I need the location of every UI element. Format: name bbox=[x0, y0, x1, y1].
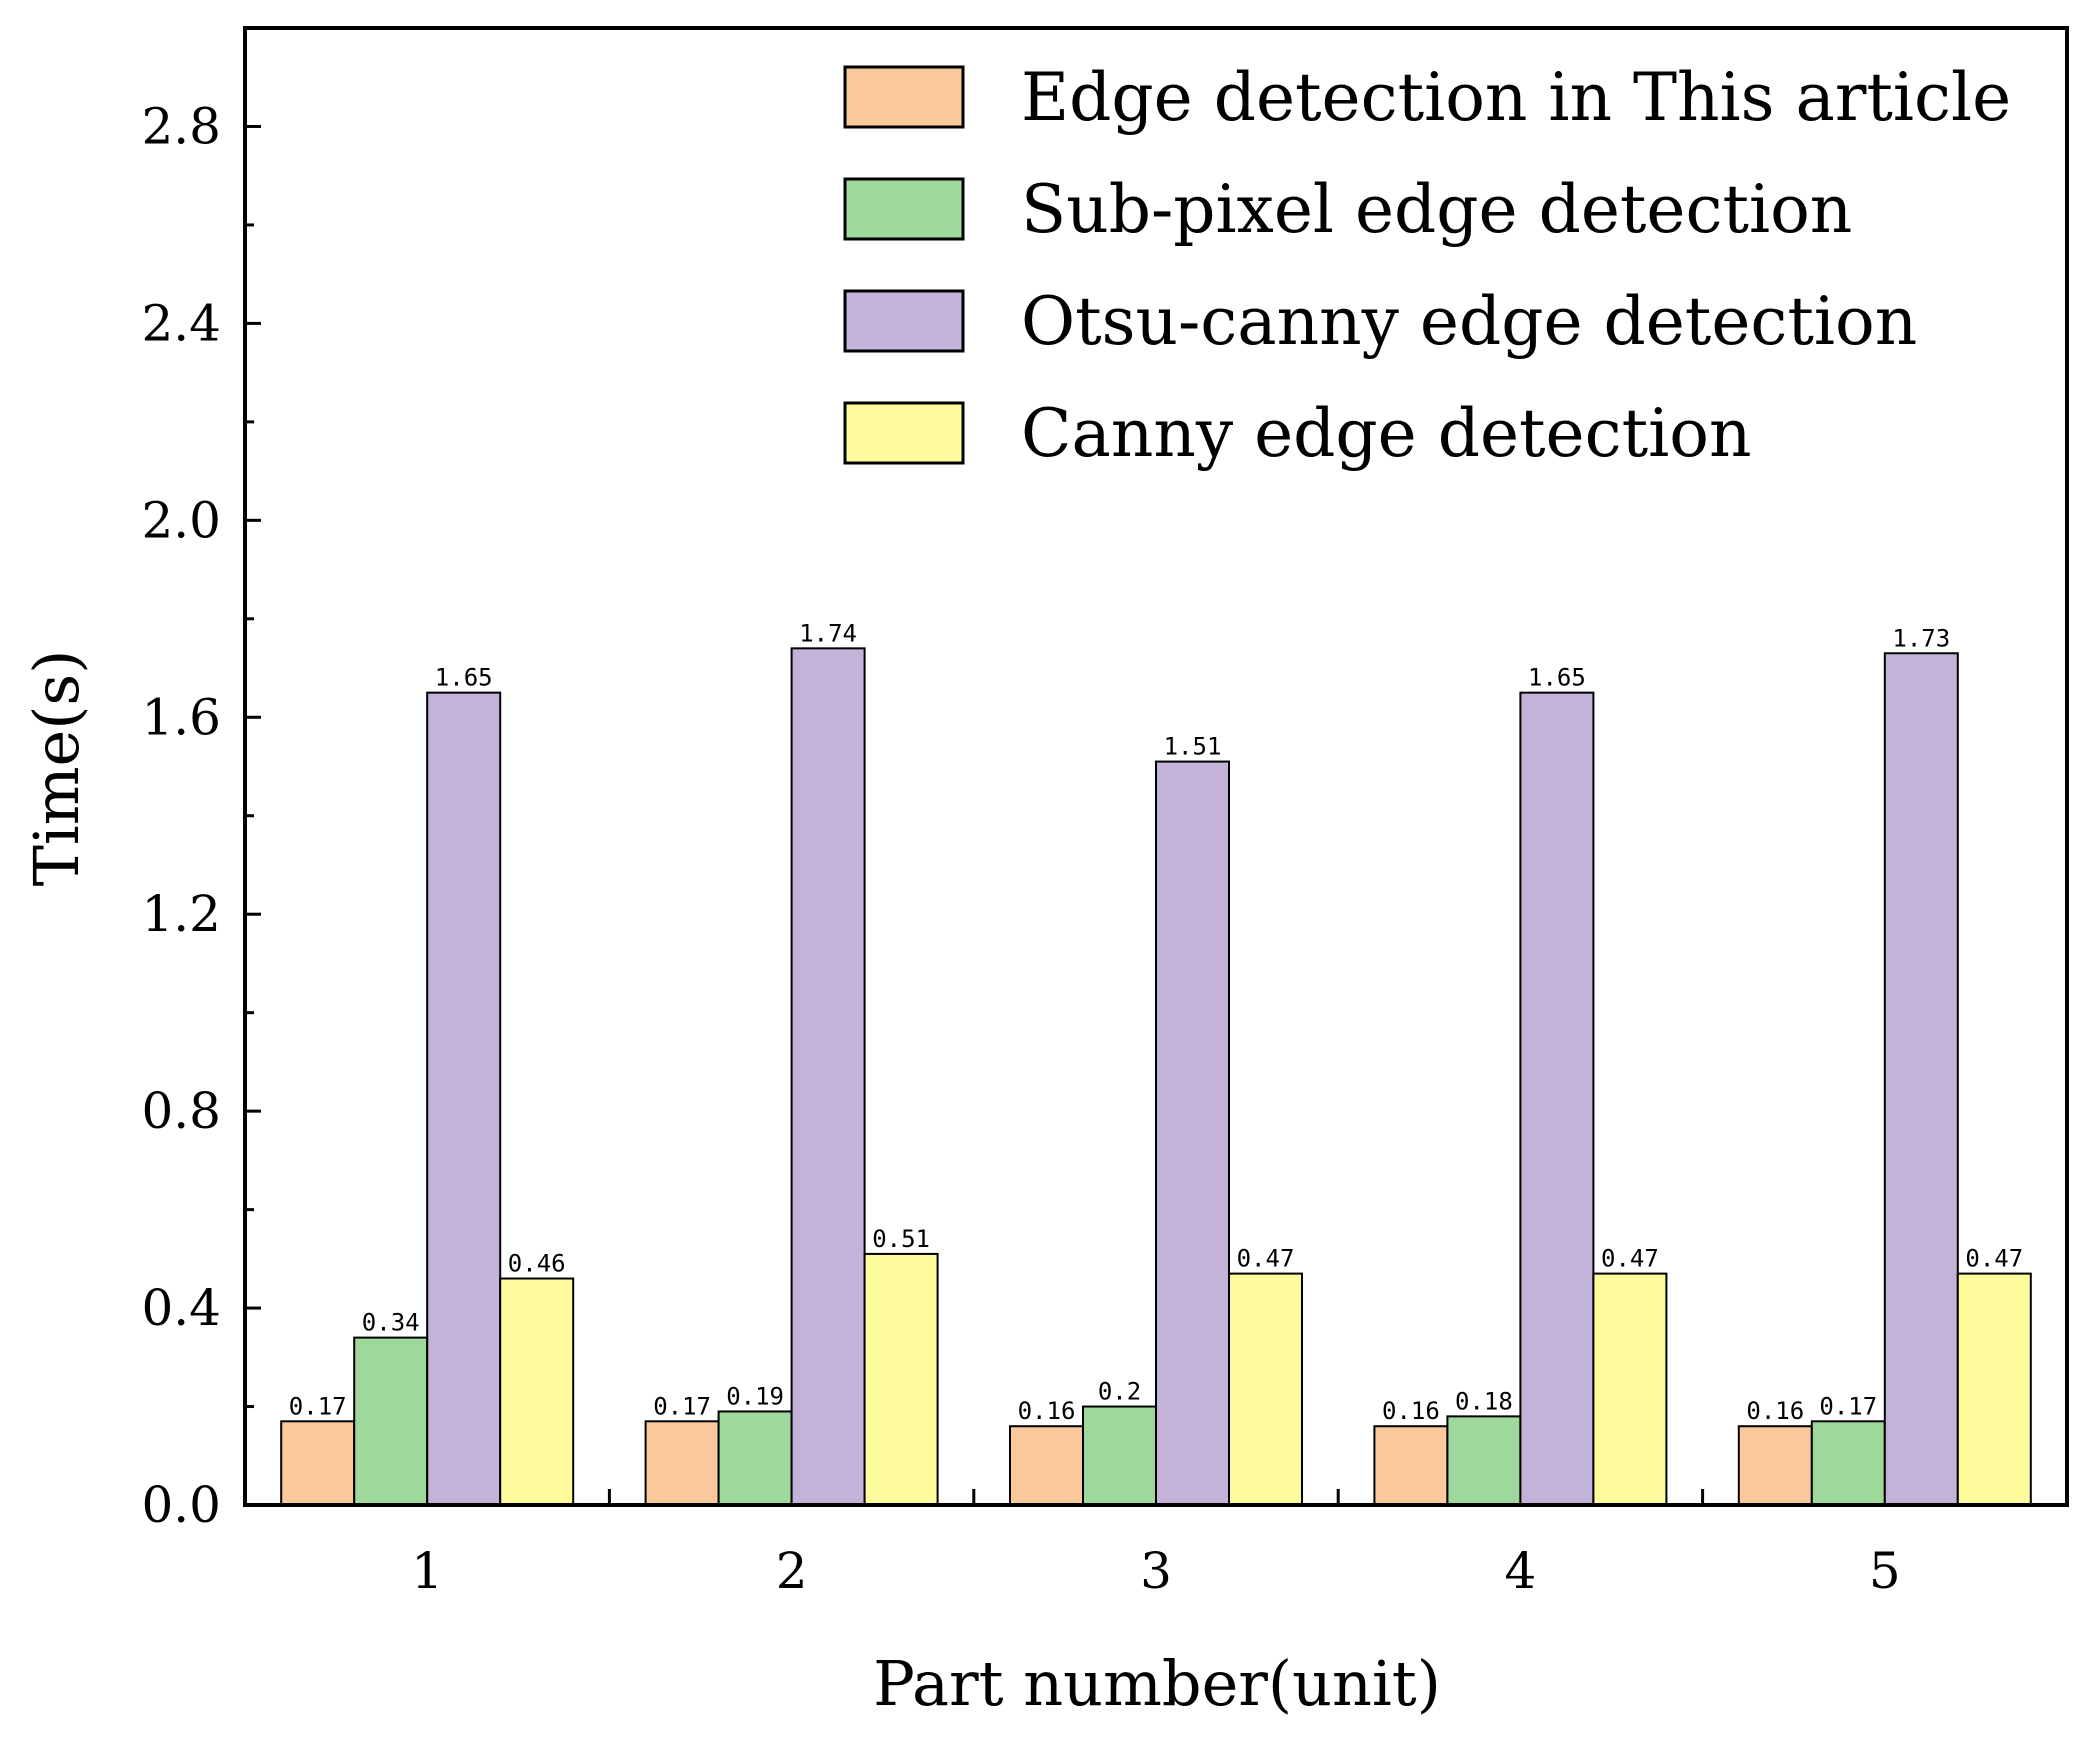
data-label: 1.51 bbox=[1164, 733, 1222, 761]
legend-swatch bbox=[843, 401, 965, 465]
y-tick-label: 1.6 bbox=[141, 688, 221, 746]
bar bbox=[1592, 1272, 1668, 1507]
x-tick-label: 5 bbox=[1869, 1542, 1901, 1600]
bar bbox=[1155, 760, 1230, 1506]
data-label: 0.18 bbox=[1455, 1387, 1513, 1415]
bar bbox=[1519, 691, 1595, 1506]
bar bbox=[1082, 1405, 1157, 1506]
data-label: 0.16 bbox=[1382, 1397, 1440, 1425]
x-tick-label: 2 bbox=[776, 1542, 808, 1600]
data-label: 0.17 bbox=[1819, 1392, 1877, 1420]
bar bbox=[1956, 1272, 2032, 1507]
legend-swatch bbox=[843, 65, 965, 129]
legend-swatch bbox=[843, 289, 965, 353]
bar bbox=[499, 1277, 575, 1506]
data-label: 1.65 bbox=[1528, 664, 1586, 692]
data-label: 1.73 bbox=[1892, 624, 1950, 652]
legend-label: Canny edge detection bbox=[1021, 395, 1751, 472]
data-label: 0.2 bbox=[1098, 1378, 1141, 1406]
legend-label: Sub-pixel edge detection bbox=[1021, 171, 1852, 248]
legend: Edge detection in This article Sub-pixel … bbox=[843, 59, 2011, 472]
legend-label: Otsu-canny edge detection bbox=[1021, 283, 1917, 360]
bar bbox=[1373, 1425, 1449, 1507]
bar bbox=[1737, 1425, 1813, 1507]
bar bbox=[1009, 1425, 1084, 1507]
bar bbox=[1228, 1272, 1303, 1507]
bar bbox=[863, 1252, 939, 1507]
bar bbox=[790, 647, 866, 1506]
bar bbox=[644, 1420, 720, 1507]
data-label: 0.47 bbox=[1601, 1245, 1659, 1273]
y-tick-label: 1.2 bbox=[141, 885, 221, 943]
y-tick-label: 0.4 bbox=[141, 1279, 221, 1337]
x-tick-label: 1 bbox=[411, 1542, 443, 1600]
chart-marks: 0.17 0.34 1.65 0.46 0.17 0.19 1.74 0.51 0.16 0.2 1… bbox=[280, 619, 2032, 1507]
plot-frame bbox=[243, 26, 2069, 1507]
data-label: 0.34 bbox=[362, 1309, 420, 1337]
bar bbox=[1883, 652, 1959, 1506]
y-tick-label: 2.8 bbox=[141, 97, 221, 155]
bar bbox=[717, 1410, 793, 1506]
data-label: 1.65 bbox=[435, 664, 493, 692]
bar bbox=[1810, 1420, 1886, 1507]
y-axis-title: Time(s) bbox=[20, 650, 93, 887]
data-label: 0.16 bbox=[1746, 1397, 1804, 1425]
bar bbox=[280, 1420, 356, 1507]
data-label: 0.51 bbox=[872, 1225, 930, 1253]
data-label: 0.47 bbox=[1965, 1245, 2023, 1273]
y-tick-label: 0.0 bbox=[141, 1476, 221, 1534]
data-label: 0.17 bbox=[289, 1392, 347, 1420]
axis-ticks: 0.0 0.4 0.8 1.2 1.6 2.0 2.4 2.8 1 2 3 4 5 bbox=[141, 97, 1900, 1600]
data-label: 1.74 bbox=[799, 619, 857, 647]
y-tick-label: 2.4 bbox=[141, 294, 221, 352]
y-tick-label: 0.8 bbox=[141, 1082, 221, 1140]
bar bbox=[353, 1336, 429, 1507]
y-tick-label: 2.0 bbox=[141, 491, 221, 549]
x-tick-label: 3 bbox=[1140, 1542, 1172, 1600]
data-label: 0.16 bbox=[1018, 1397, 1076, 1425]
data-label: 0.47 bbox=[1237, 1245, 1295, 1273]
x-axis-title: Part number(unit) bbox=[873, 1647, 1441, 1720]
bar bbox=[426, 691, 502, 1506]
legend-label: Edge detection in This article bbox=[1021, 59, 2011, 136]
x-tick-label: 4 bbox=[1504, 1542, 1536, 1600]
legend-swatch bbox=[843, 177, 965, 241]
bar bbox=[1446, 1415, 1522, 1507]
data-label: 0.19 bbox=[726, 1382, 784, 1410]
data-label: 0.17 bbox=[653, 1392, 711, 1420]
data-label: 0.46 bbox=[508, 1250, 566, 1278]
